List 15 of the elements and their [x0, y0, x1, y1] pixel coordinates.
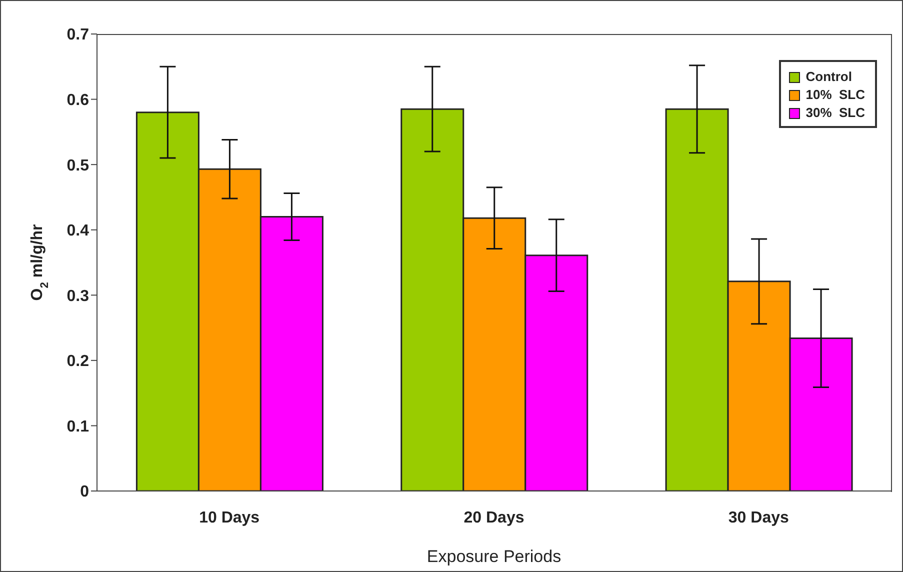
- x-axis-title: Exposure Periods: [426, 547, 562, 566]
- y-tick-label: 0.2: [66, 353, 90, 370]
- x-tick-label: 10 Days: [199, 509, 260, 526]
- y-tick-label: 0.5: [66, 157, 90, 174]
- x-tick-label: 20 Days: [464, 509, 524, 526]
- legend-label: 30% SLC: [806, 104, 865, 122]
- y-tick-label: 0.7: [66, 26, 90, 44]
- y-tick-label: 0.6: [66, 92, 90, 109]
- y-tick-label: 0: [80, 484, 90, 501]
- y-tick-label: 0.3: [66, 288, 90, 305]
- legend-label: 10% SLC: [806, 86, 865, 104]
- legend-label: Control: [806, 68, 852, 86]
- y-tick-label: 0.1: [66, 418, 90, 436]
- y-tick-label: 0.4: [66, 222, 90, 240]
- x-tick-label: 30 Days: [728, 509, 790, 526]
